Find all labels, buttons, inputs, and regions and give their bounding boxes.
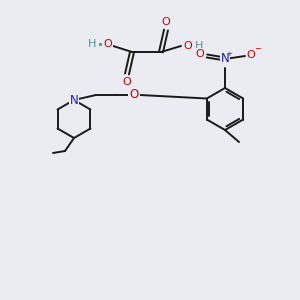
Text: O: O (162, 17, 170, 27)
Text: O: O (247, 50, 255, 60)
Text: H: H (88, 39, 96, 49)
Text: O: O (196, 49, 204, 59)
Text: +: + (226, 51, 232, 57)
Text: H: H (195, 41, 203, 51)
Text: −: − (254, 44, 262, 53)
Text: N: N (220, 52, 230, 65)
Text: O: O (103, 39, 112, 49)
Text: O: O (123, 77, 131, 87)
Text: N: N (70, 94, 78, 106)
Text: O: O (129, 88, 139, 101)
Text: O: O (183, 41, 192, 51)
